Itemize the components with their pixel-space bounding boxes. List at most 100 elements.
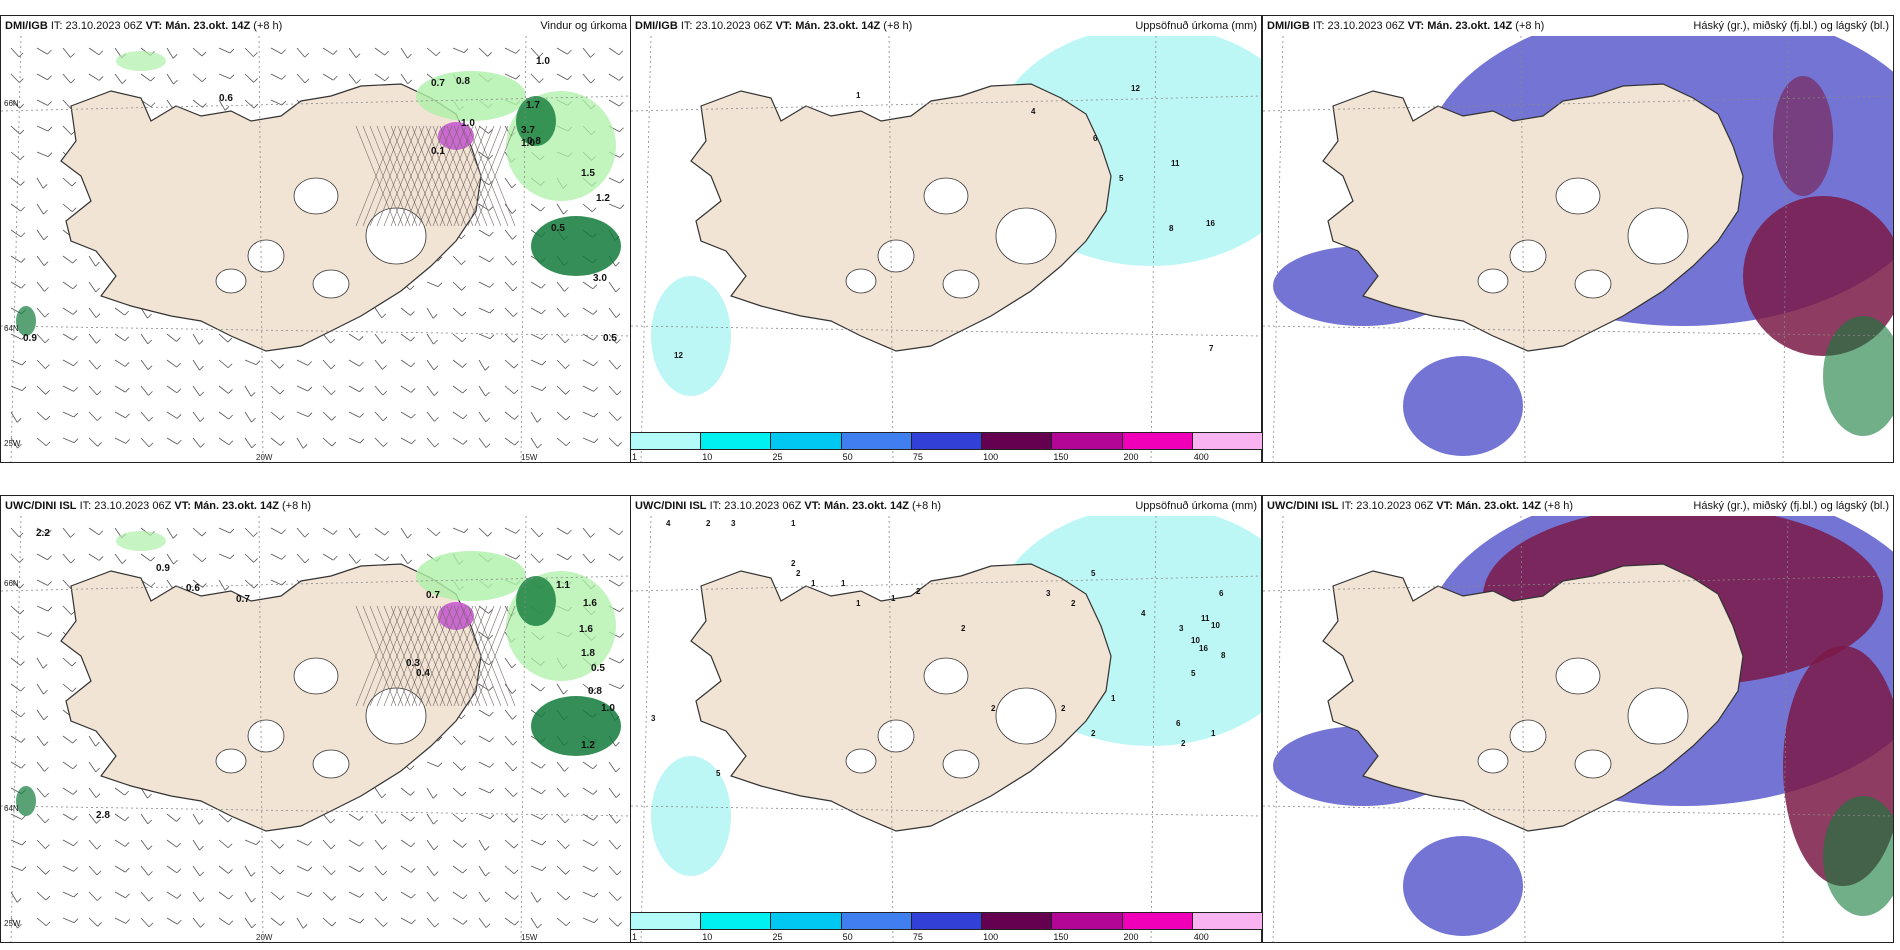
- precip-value-label: 3.7: [521, 125, 535, 136]
- wind-barb-flag: [514, 415, 519, 420]
- wind-barb-flag: [304, 558, 310, 564]
- hatch-line: [418, 605, 460, 707]
- wind-barb: [374, 917, 384, 927]
- grid-label: 66N: [4, 99, 19, 108]
- wind-barb: [10, 177, 21, 186]
- hatch-line: [411, 125, 453, 227]
- wind-barb: [400, 527, 408, 539]
- wind-barb-flag: [619, 633, 624, 638]
- precip-value-label: 3.0: [593, 273, 607, 284]
- precip-value-label: 12: [674, 351, 683, 360]
- colorbar-swatch: [1121, 912, 1193, 930]
- precip-shading: [116, 531, 166, 551]
- wind-barb-flag: [384, 556, 390, 562]
- wind-barb: [504, 813, 514, 823]
- wind-barb-flag: [593, 361, 598, 367]
- mid-cloud-shading: [1743, 196, 1893, 356]
- wind-barb-flag: [618, 50, 624, 56]
- wind-barb-flag: [45, 895, 51, 901]
- hatch-line: [467, 605, 509, 707]
- graticule-line: [1782, 36, 1789, 462]
- wind-barb-flag: [489, 283, 494, 288]
- wind-barb: [452, 839, 463, 848]
- wind-barb-flag: [590, 533, 595, 538]
- glacier-outline: [995, 687, 1057, 745]
- wind-barb-flag: [410, 362, 416, 368]
- wind-barb: [36, 579, 48, 586]
- wind-barb: [218, 437, 230, 446]
- wind-barb: [400, 333, 411, 342]
- wind-barb: [218, 865, 229, 874]
- vt-label: VT:: [804, 500, 821, 512]
- panel-title: Háský (gr.), miðský (fj.bl.) og lágský (…: [1693, 20, 1889, 32]
- init-time: 23.10.2023 06Z: [1356, 500, 1434, 512]
- grid-label: 25W: [4, 919, 21, 928]
- precip-value-label: 1: [841, 579, 846, 588]
- wind-barb: [478, 125, 489, 134]
- wind-barb-flag: [565, 415, 571, 421]
- wind-barb-flag: [358, 336, 364, 341]
- wind-barb-flag: [489, 814, 495, 819]
- wind-barb: [530, 333, 542, 340]
- wind-barb-flag: [381, 819, 387, 824]
- wind-barb-flag: [173, 559, 178, 565]
- wind-barb: [530, 307, 542, 315]
- wind-barb: [374, 359, 383, 370]
- wind-barb-flag: [565, 870, 570, 875]
- precip-value-label: 1.6: [583, 598, 597, 609]
- colorbar-precip: 1 10 25 50 75 100 150 200 400: [630, 912, 1263, 946]
- wind-barb: [62, 735, 73, 744]
- wind-barb: [62, 605, 72, 615]
- wind-barb-flag: [618, 556, 624, 561]
- wind-barb-flag: [150, 102, 156, 108]
- it-label: IT:: [1312, 20, 1325, 32]
- wind-barb: [504, 437, 515, 446]
- wind-barb-flag: [590, 53, 595, 58]
- precip-value-label: 2.8: [96, 810, 110, 821]
- precip-value-label: 0.9: [23, 333, 37, 344]
- wind-barb: [36, 605, 49, 612]
- wind-barb-flag: [307, 841, 312, 846]
- colorbar-tick: 200: [1123, 452, 1139, 462]
- wind-barb: [166, 333, 177, 342]
- wind-barb: [400, 553, 409, 565]
- precip-value-label: 12: [1131, 84, 1140, 93]
- precip-value-label: 11: [1201, 614, 1210, 623]
- wind-barb-flag: [567, 49, 572, 55]
- wind-barb-flag: [124, 842, 130, 847]
- wind-barb-flag: [619, 153, 624, 158]
- wind-barb-flag: [97, 896, 102, 901]
- wind-barb: [426, 411, 435, 422]
- wind-barb-flag: [513, 312, 518, 317]
- colorbar-precip: 1 10 25 50 75 100 150 200 400: [630, 432, 1263, 466]
- colorbar-swatch: [1051, 432, 1123, 450]
- precip-value-label: 7: [1209, 344, 1214, 353]
- wind-barb: [478, 605, 489, 614]
- grid-label: 64N: [4, 324, 19, 333]
- precip-value-label: 2: [1071, 599, 1076, 608]
- wind-barb: [10, 229, 22, 238]
- wind-barb: [322, 813, 332, 824]
- iceland-landmass: [1322, 83, 1744, 352]
- wind-barb: [582, 47, 591, 58]
- wind-barb-flag: [199, 417, 205, 422]
- precip-shading: [16, 786, 36, 816]
- wind-barb-flag: [410, 791, 415, 796]
- wind-barb: [478, 761, 490, 768]
- wind-barb-flag: [70, 558, 76, 564]
- wind-barb: [10, 73, 20, 83]
- wind-barb: [478, 735, 490, 743]
- wind-barb: [62, 657, 73, 667]
- wind-barb: [62, 203, 73, 213]
- wind-barb-flag: [330, 818, 336, 824]
- grid-label: 25W: [4, 439, 21, 448]
- wind-barb: [88, 553, 100, 561]
- wind-barb-flag: [461, 260, 466, 265]
- wind-barb: [374, 411, 384, 422]
- wind-barb: [10, 839, 23, 846]
- wind-barb: [426, 307, 434, 319]
- wind-barb: [478, 151, 489, 160]
- wind-barb-flag: [618, 530, 624, 536]
- wind-barb: [88, 411, 98, 421]
- wind-barb-flag: [617, 896, 622, 901]
